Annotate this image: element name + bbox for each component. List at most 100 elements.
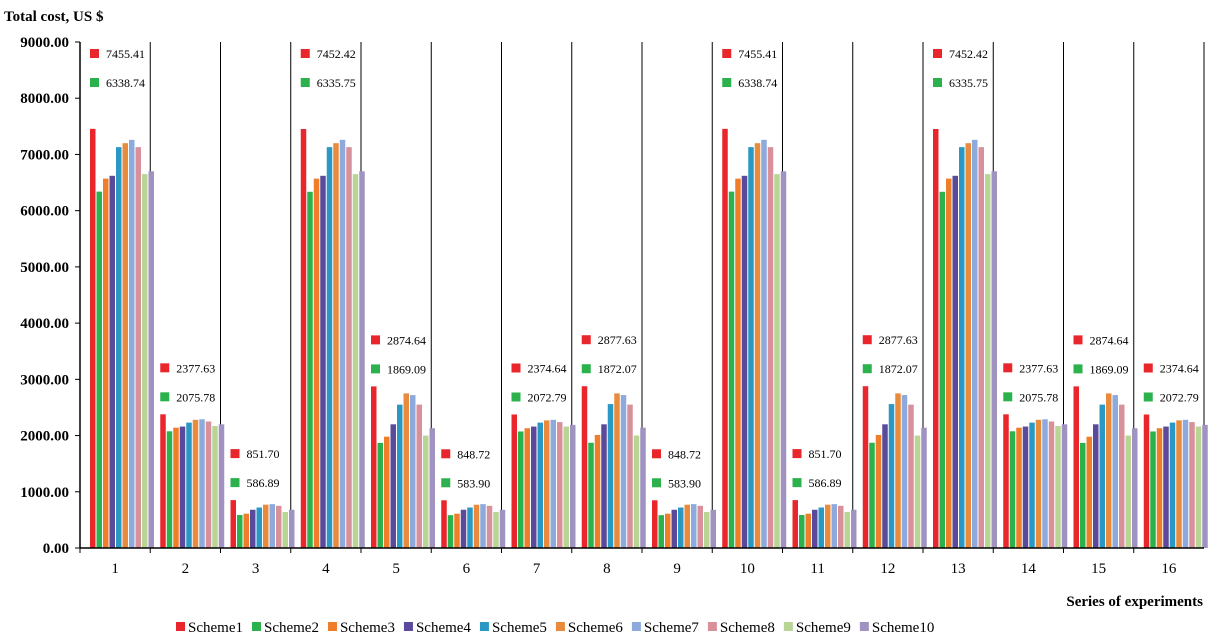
bar (570, 424, 576, 548)
bar (550, 419, 556, 548)
scheme1-value-label: 7452.42 (949, 47, 988, 61)
x-tick-label: 2 (182, 561, 190, 577)
bar (728, 191, 735, 548)
scheme1-label-marker (933, 49, 942, 58)
bar (1119, 404, 1125, 548)
scheme2-value-label: 6338.74 (106, 76, 145, 90)
scheme2-value-label: 6338.74 (738, 76, 777, 90)
bar (1061, 424, 1068, 548)
bar (359, 171, 365, 549)
bar (684, 504, 690, 548)
bar (792, 500, 798, 548)
scheme2-value-label: 2072.79 (528, 390, 567, 404)
bar (939, 191, 945, 549)
bar (1143, 414, 1150, 548)
bar (237, 515, 243, 548)
scheme1-label-marker (1073, 335, 1083, 345)
bar (1099, 404, 1105, 548)
scheme1-value-label: 2877.63 (879, 333, 918, 347)
scheme1-value-label: 2377.63 (176, 361, 215, 375)
legend-label: Scheme2 (264, 620, 319, 636)
bar (142, 174, 148, 548)
bar (875, 434, 882, 548)
scheme2-label-marker (1073, 364, 1083, 374)
bar (1176, 420, 1182, 548)
bar (129, 139, 135, 548)
legend-marker (631, 622, 641, 631)
bar (627, 404, 633, 548)
legend-marker (176, 622, 185, 631)
bar (1202, 424, 1208, 548)
bar (537, 422, 543, 548)
bar (972, 139, 978, 548)
x-axis-title: Series of experiments (1066, 594, 1203, 610)
bar (704, 512, 710, 548)
bar (96, 191, 102, 548)
y-tick-label: 6000.00 (20, 204, 69, 220)
x-tick-label: 14 (1021, 561, 1037, 577)
scheme2-value-label: 6335.75 (317, 76, 356, 90)
bar (735, 178, 741, 548)
scheme2-label-marker (722, 78, 732, 87)
bar (946, 178, 952, 548)
scheme2-value-label: 6335.75 (949, 76, 988, 90)
scheme2-label-marker (1143, 392, 1153, 402)
scheme2-label-marker (160, 392, 170, 402)
bar (767, 147, 774, 548)
bar (186, 422, 192, 548)
x-tick-label: 8 (603, 561, 611, 577)
bar (1029, 422, 1035, 548)
bar (90, 128, 96, 549)
bar (1125, 435, 1131, 548)
bar (1195, 426, 1202, 548)
x-tick-label: 10 (740, 561, 755, 577)
bar (754, 143, 761, 548)
bar (869, 442, 875, 548)
legend-label: Scheme8 (720, 620, 775, 636)
bar (148, 171, 154, 549)
bar (390, 424, 396, 548)
bar (447, 515, 454, 548)
legend-marker (327, 622, 337, 631)
y-axis-ticks: 0.00 1000.00 2000.00 3000.00 4000.00 5000.00 6… (20, 35, 80, 557)
bar (300, 129, 307, 548)
bar (601, 424, 607, 548)
bar (1022, 426, 1029, 548)
legend-marker (251, 622, 261, 631)
scheme2-label-marker (933, 78, 942, 87)
bar (410, 395, 416, 548)
scheme1-label-marker (652, 449, 661, 459)
bar (1182, 419, 1189, 548)
bar (511, 414, 517, 548)
scheme2-value-label: 586.89 (247, 476, 280, 490)
scheme1-value-label: 2874.64 (387, 333, 426, 347)
bar (403, 393, 409, 548)
scheme2-value-label: 1872.07 (598, 362, 637, 376)
y-tick-label: 1000.00 (20, 485, 69, 501)
bar (588, 442, 594, 548)
bar (914, 435, 921, 548)
scheme1-value-label: 7455.41 (738, 47, 777, 61)
bar (671, 509, 677, 548)
bar (166, 431, 173, 548)
bar (901, 395, 908, 548)
scheme1-label-marker (441, 449, 451, 459)
bar (652, 500, 658, 548)
x-axis-ticks: 1 2 3 4 5 6 7 8 9 10 11 12 13 14 15 16 (79, 548, 1177, 577)
scheme2-value-label: 586.89 (809, 476, 842, 490)
x-tick-label: 4 (322, 561, 330, 577)
bar (748, 147, 754, 548)
bar (844, 512, 850, 548)
x-tick-label: 9 (673, 561, 681, 577)
bar (888, 404, 895, 548)
scheme2-label-marker (652, 478, 661, 488)
bar (518, 431, 524, 548)
bar (678, 507, 684, 548)
y-tick-label: 7000.00 (20, 147, 69, 163)
bar (1016, 427, 1022, 548)
bar (250, 509, 256, 548)
bar (952, 175, 958, 548)
bar (346, 147, 352, 548)
x-tick-label: 13 (951, 561, 966, 577)
scheme1-value-label: 2877.63 (598, 333, 637, 347)
